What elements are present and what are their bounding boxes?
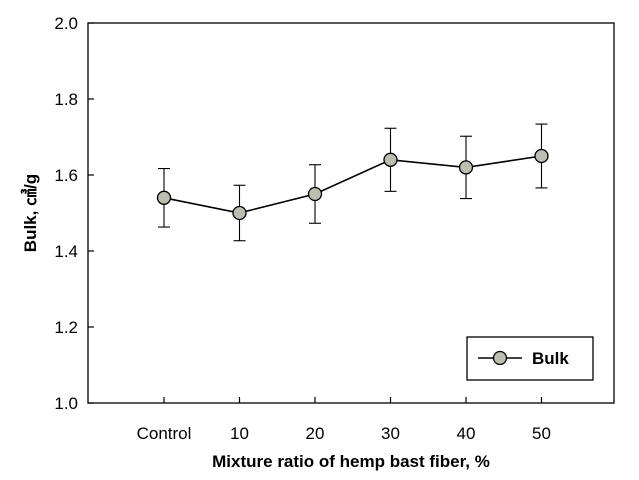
legend-marker [492,350,508,366]
x-tick-label: 30 [381,424,400,443]
x-axis: Control 10 20 30 40 50 [137,397,551,443]
bulk-series [156,123,549,242]
x-tick-label: 20 [306,424,325,443]
y-axis-title: Bulk, ㎤/g [20,174,40,252]
legend-label: Bulk [532,349,569,368]
x-tick-label: 10 [230,424,249,443]
data-point [307,186,323,202]
data-point [156,190,172,205]
y-axis: 1.0 1.2 1.4 1.6 1.8 2.0 [54,14,94,413]
y-tick-label: 1.0 [54,394,78,413]
series-line [163,155,542,214]
x-tick-label: Control [137,424,192,443]
y-tick-label: 2.0 [54,14,78,33]
data-point [534,148,549,164]
x-tick-label: 40 [457,424,476,443]
y-tick-label: 1.8 [54,90,78,109]
y-tick-label: 1.6 [54,166,78,185]
legend: Bulk [466,336,594,381]
y-tick-label: 1.4 [54,242,78,261]
data-point [232,205,247,221]
x-axis-title: Mixture ratio of hemp bast fiber, % [212,452,490,471]
x-tick-label: 50 [532,424,551,443]
data-point [458,160,474,175]
y-tick-label: 1.2 [54,318,78,337]
data-point [383,152,398,167]
